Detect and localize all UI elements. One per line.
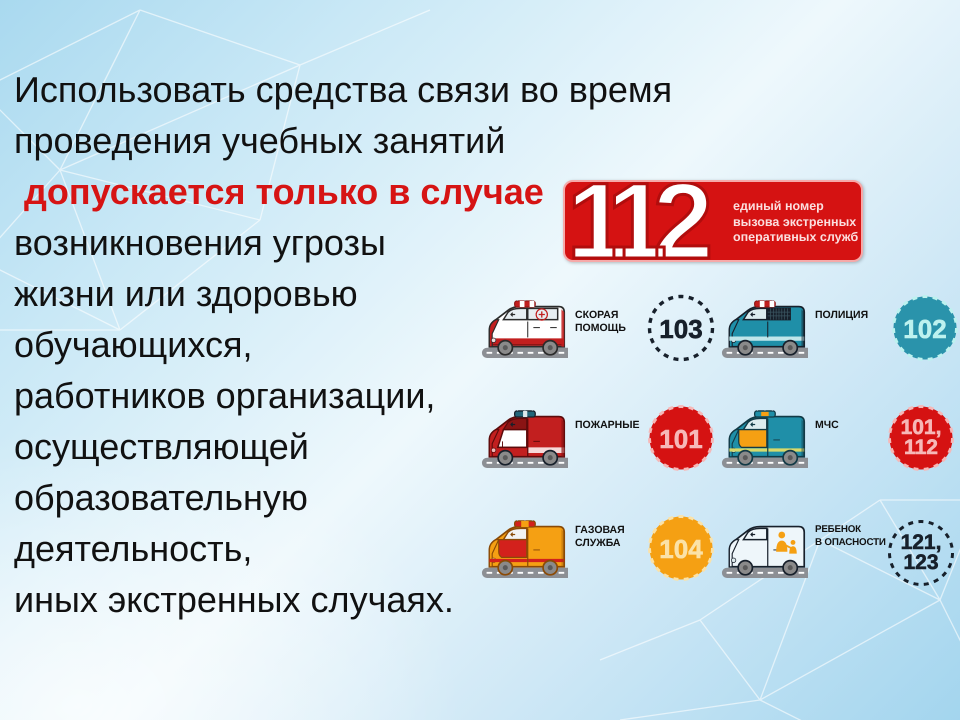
svg-text:123: 123 (903, 551, 938, 574)
svg-text:102: 102 (903, 314, 946, 344)
svg-text:112: 112 (904, 436, 938, 459)
svg-text:101: 101 (659, 424, 702, 454)
svg-text:104: 104 (659, 534, 703, 564)
svg-text:103: 103 (659, 314, 702, 344)
